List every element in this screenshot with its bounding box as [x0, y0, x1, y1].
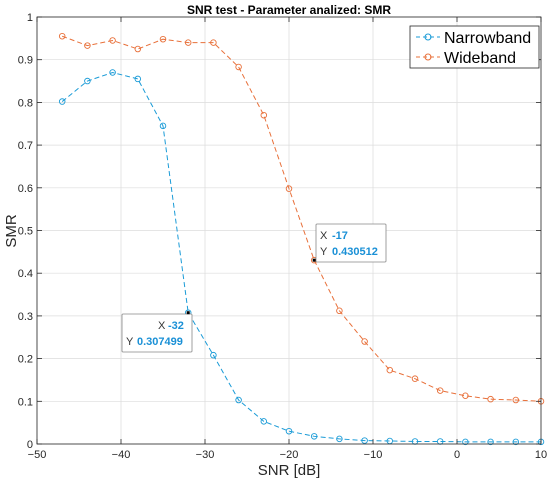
- series-layer: [58, 32, 545, 446]
- data-point-wideband: [512, 396, 520, 404]
- datatip-point-marker: [312, 258, 316, 262]
- series-wideband: [58, 32, 545, 405]
- data-point-narrowband: [58, 98, 66, 105]
- data-point-wideband: [58, 32, 66, 40]
- datatip-narrowband[interactable]: X -32 Y 0.307499: [121, 313, 193, 353]
- y-tick-label: 0: [27, 439, 33, 451]
- legend-wideband-marker: [424, 53, 432, 61]
- legend-narrowband-marker: [424, 33, 432, 41]
- data-point-wideband: [184, 39, 192, 46]
- data-point-wideband: [361, 338, 368, 345]
- datatip-point-marker: [186, 311, 190, 315]
- data-point-narrowband: [260, 418, 268, 425]
- x-tick-label: 10: [535, 449, 547, 461]
- series-line-wideband: [62, 35, 542, 402]
- y-tick-label: 0.6: [18, 183, 33, 195]
- y-tick-label: 0.2: [18, 354, 33, 366]
- y-tick-label: 0.7: [18, 140, 33, 152]
- x-tick-label: −20: [280, 449, 299, 461]
- data-point-wideband: [436, 387, 444, 394]
- datatip-box: [315, 223, 387, 263]
- data-point-narrowband: [487, 438, 494, 446]
- y-tick-label: 0.3: [18, 311, 33, 323]
- data-point-wideband: [386, 366, 394, 374]
- data-point-narrowband: [235, 396, 242, 404]
- y-tick-label: 0.8: [18, 97, 33, 109]
- legend: Narrowband Wideband: [409, 25, 540, 69]
- data-point-wideband: [134, 45, 142, 53]
- datatip-markers: [186, 258, 316, 315]
- datatip-y-value: 0.430512: [332, 246, 378, 258]
- legend-wideband-label: Wideband: [444, 50, 516, 67]
- x-tick-label: −30: [196, 449, 215, 461]
- datatip-x-label: X: [158, 320, 166, 332]
- data-point-wideband: [487, 395, 494, 403]
- x-tick-label: 0: [454, 449, 460, 461]
- data-point-wideband: [159, 35, 167, 43]
- data-point-wideband: [411, 375, 419, 382]
- x-tick-label: −40: [112, 449, 131, 461]
- datatip-y-value: 0.307499: [137, 336, 183, 348]
- x-tick-label: −10: [364, 449, 383, 461]
- y-tick-label: 0.5: [18, 226, 33, 238]
- datatip-x-label: X: [320, 230, 328, 242]
- data-point-narrowband: [512, 438, 520, 446]
- y-tick-label: 0.9: [18, 55, 33, 67]
- data-point-narrowband: [462, 438, 469, 446]
- y-tick-label: 1: [27, 12, 33, 24]
- data-point-narrowband: [84, 77, 91, 85]
- datatip-wideband[interactable]: X -17 Y 0.430512: [315, 223, 387, 263]
- data-point-wideband: [210, 39, 217, 46]
- chart-title: SNR test - Parameter analized: SMR: [187, 3, 391, 17]
- datatip-x-value: -17: [332, 230, 348, 242]
- data-point-narrowband: [210, 351, 217, 359]
- data-point-narrowband: [134, 75, 142, 83]
- data-point-wideband: [260, 111, 268, 119]
- data-point-narrowband: [336, 435, 343, 443]
- legend-box: [409, 25, 540, 69]
- y-tick-label: 0.1: [18, 396, 33, 408]
- data-point-wideband: [285, 185, 293, 192]
- y-axis-label: SMR: [3, 214, 20, 248]
- x-axis-label: SNR [dB]: [258, 462, 321, 479]
- data-point-wideband: [336, 307, 343, 315]
- y-tick-label: 0.4: [18, 268, 33, 280]
- x-tick-label: −50: [28, 449, 47, 461]
- data-point-wideband: [109, 37, 116, 44]
- data-point-narrowband: [361, 437, 368, 444]
- datatip-y-label: Y: [126, 336, 134, 348]
- series-narrowband: [58, 69, 545, 446]
- legend-narrowband-label: Narrowband: [444, 30, 531, 47]
- data-point-wideband: [84, 42, 91, 49]
- series-line-narrowband: [61, 71, 541, 443]
- datatip-x-value: -32: [168, 320, 184, 332]
- data-point-wideband: [235, 63, 242, 71]
- data-point-narrowband: [285, 427, 293, 435]
- data-point-narrowband: [310, 433, 318, 440]
- data-point-narrowband: [109, 69, 116, 76]
- data-point-wideband: [462, 392, 469, 399]
- data-point-narrowband: [159, 122, 167, 130]
- datatip-box: [121, 313, 193, 353]
- datatip-y-label: Y: [320, 246, 328, 258]
